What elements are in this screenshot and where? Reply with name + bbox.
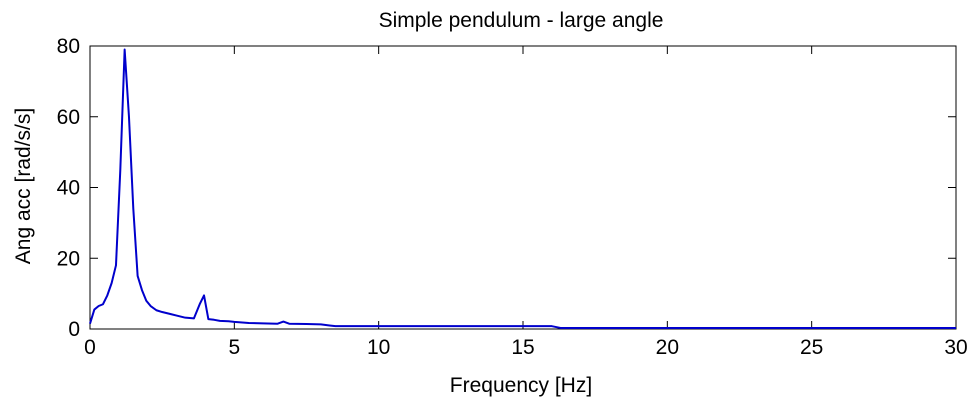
- y-tick-label: 20: [57, 247, 80, 270]
- x-tick-label: 25: [800, 336, 823, 359]
- y-tick-label: 60: [57, 106, 80, 129]
- tick-labels: 0 5 10 15 20 25 30 0 20 40 60 80: [57, 35, 968, 359]
- x-tick-label: 30: [944, 336, 967, 359]
- x-axis-label: Frequency [Hz]: [450, 374, 592, 397]
- data-series: [89, 48, 956, 329]
- x-tick-label: 0: [84, 336, 96, 359]
- plot-frame: [89, 45, 957, 330]
- y-tick-label: 40: [57, 177, 80, 200]
- y-axis-label: Ang acc [rad/s/s]: [12, 108, 35, 264]
- chart-title: Simple pendulum - large angle: [379, 9, 664, 32]
- y-tick-label: 80: [57, 35, 80, 58]
- y-tick-label: 0: [68, 318, 80, 341]
- x-tick-label: 15: [511, 336, 534, 359]
- x-tick-label: 20: [656, 336, 679, 359]
- series-line: [89, 48, 956, 329]
- x-tick-label: 10: [367, 336, 390, 359]
- x-tick-label: 5: [228, 336, 240, 359]
